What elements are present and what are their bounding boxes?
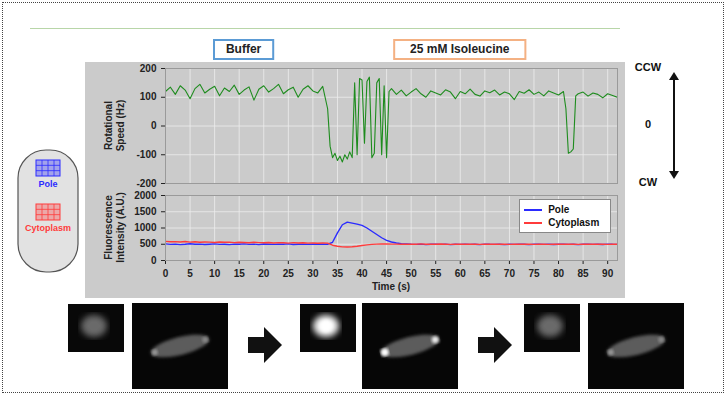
svg-text:200: 200 bbox=[140, 63, 157, 74]
svg-text:-100: -100 bbox=[136, 149, 156, 160]
svg-text:75: 75 bbox=[528, 268, 540, 279]
svg-text:100: 100 bbox=[140, 91, 157, 102]
svg-text:30: 30 bbox=[307, 268, 319, 279]
svg-text:Cytoplasm: Cytoplasm bbox=[25, 223, 71, 233]
svg-text:25 mM Isoleucine: 25 mM Isoleucine bbox=[410, 42, 510, 56]
svg-text:500: 500 bbox=[140, 238, 157, 249]
svg-text:Speed (Hz): Speed (Hz) bbox=[115, 100, 126, 152]
svg-text:10: 10 bbox=[209, 268, 221, 279]
svg-text:Buffer: Buffer bbox=[226, 42, 262, 56]
html-text:Cytoplasm: Cytoplasm bbox=[548, 217, 600, 228]
svg-text:Time (s): Time (s) bbox=[372, 281, 410, 292]
svg-text:65: 65 bbox=[479, 268, 491, 279]
svg-text:85: 85 bbox=[578, 268, 590, 279]
svg-text:40: 40 bbox=[356, 268, 368, 279]
svg-text:90: 90 bbox=[602, 268, 614, 279]
svg-text:50: 50 bbox=[406, 268, 418, 279]
svg-text:0: 0 bbox=[645, 118, 651, 130]
html-text:Pole: Pole bbox=[548, 204, 570, 215]
svg-text:5: 5 bbox=[187, 268, 193, 279]
svg-text:0: 0 bbox=[163, 268, 169, 279]
svg-text:1000: 1000 bbox=[134, 222, 157, 233]
svg-text:Fluorescence: Fluorescence bbox=[103, 195, 114, 260]
svg-text:-200: -200 bbox=[136, 178, 156, 189]
svg-text:60: 60 bbox=[455, 268, 467, 279]
svg-text:80: 80 bbox=[553, 268, 565, 279]
svg-text:CCW: CCW bbox=[635, 61, 662, 73]
svg-text:0: 0 bbox=[151, 255, 157, 266]
svg-text:45: 45 bbox=[381, 268, 393, 279]
svg-text:2000: 2000 bbox=[134, 190, 157, 201]
svg-text:15: 15 bbox=[234, 268, 246, 279]
svg-text:Pole: Pole bbox=[38, 179, 57, 189]
svg-text:Intensity (A.U.): Intensity (A.U.) bbox=[115, 192, 126, 263]
svg-text:55: 55 bbox=[430, 268, 442, 279]
svg-text:1500: 1500 bbox=[134, 206, 157, 217]
svg-text:70: 70 bbox=[504, 268, 516, 279]
svg-text:35: 35 bbox=[332, 268, 344, 279]
svg-text:Rotational: Rotational bbox=[103, 101, 114, 150]
svg-text:CW: CW bbox=[639, 176, 658, 188]
svg-text:20: 20 bbox=[258, 268, 270, 279]
svg-text:25: 25 bbox=[283, 268, 295, 279]
svg-text:0: 0 bbox=[151, 120, 157, 131]
